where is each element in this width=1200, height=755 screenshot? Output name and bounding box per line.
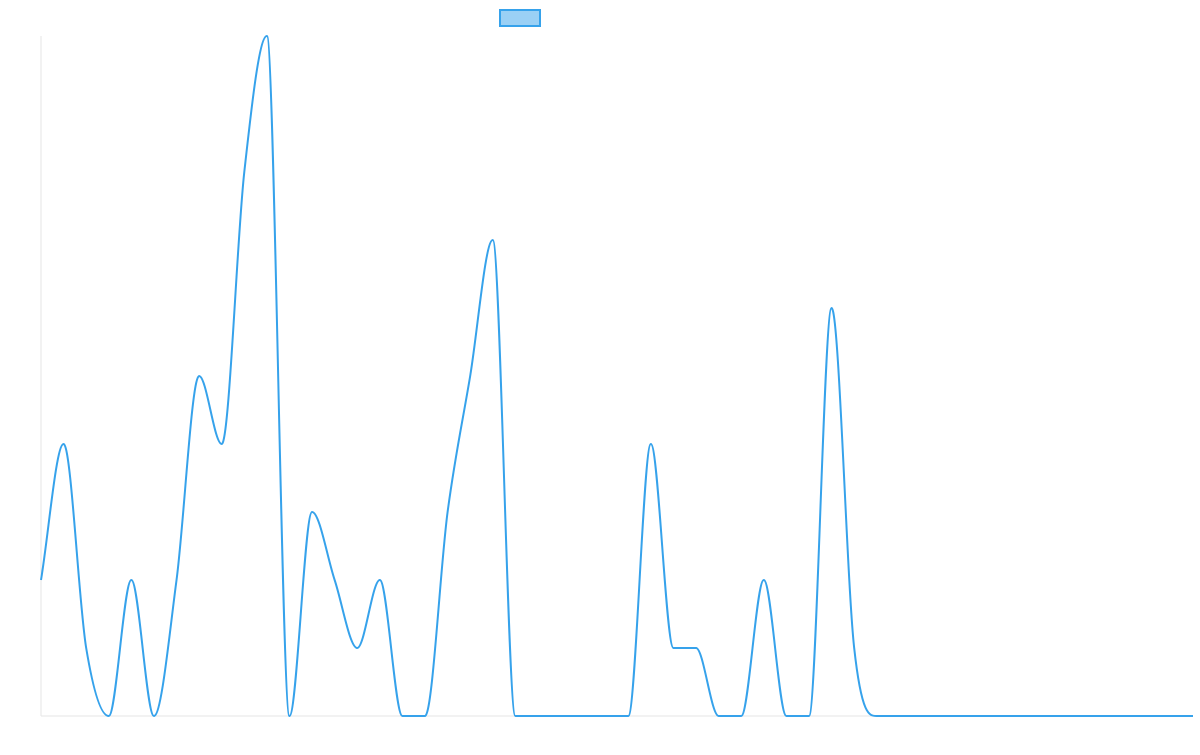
- data-point-0-29[interactable]: [690, 642, 702, 654]
- data-point-0-44[interactable]: [1029, 710, 1041, 722]
- data-point-0-2[interactable]: [80, 642, 92, 654]
- data-point-0-45[interactable]: [1051, 710, 1063, 722]
- data-point-0-47[interactable]: [1097, 710, 1109, 722]
- data-point-0-36[interactable]: [848, 642, 860, 654]
- data-point-0-49[interactable]: [1142, 710, 1154, 722]
- data-point-0-30[interactable]: [713, 710, 725, 722]
- data-point-0-20[interactable]: [487, 234, 499, 246]
- data-point-0-37[interactable]: [871, 710, 883, 722]
- data-point-0-21[interactable]: [509, 710, 521, 722]
- data-point-0-41[interactable]: [961, 710, 973, 722]
- data-point-0-50[interactable]: [1164, 710, 1176, 722]
- data-point-0-17[interactable]: [419, 710, 431, 722]
- data-point-0-8[interactable]: [216, 438, 228, 450]
- data-point-0-10[interactable]: [261, 30, 273, 42]
- data-point-0-23[interactable]: [555, 710, 567, 722]
- data-point-0-3[interactable]: [103, 710, 115, 722]
- data-point-0-34[interactable]: [803, 710, 815, 722]
- data-point-0-24[interactable]: [577, 710, 589, 722]
- data-point-0-48[interactable]: [1119, 710, 1131, 722]
- data-point-0-31[interactable]: [735, 710, 747, 722]
- data-point-0-28[interactable]: [667, 642, 679, 654]
- legend[interactable]: [499, 9, 541, 27]
- data-point-0-42[interactable]: [984, 710, 996, 722]
- data-point-0-5[interactable]: [148, 710, 160, 722]
- data-point-0-25[interactable]: [600, 710, 612, 722]
- series-group: [35, 30, 1199, 722]
- data-point-0-40[interactable]: [939, 710, 951, 722]
- data-point-0-15[interactable]: [374, 574, 386, 586]
- legend-swatch-0[interactable]: [499, 9, 541, 27]
- axes: [40, 36, 1193, 717]
- data-point-0-46[interactable]: [1074, 710, 1086, 722]
- data-point-0-43[interactable]: [1006, 710, 1018, 722]
- data-point-0-4[interactable]: [125, 574, 137, 586]
- data-point-0-6[interactable]: [171, 574, 183, 586]
- data-point-0-51[interactable]: [1187, 710, 1199, 722]
- data-point-0-16[interactable]: [396, 710, 408, 722]
- data-point-0-13[interactable]: [329, 574, 341, 586]
- data-point-0-1[interactable]: [58, 438, 70, 450]
- data-point-0-26[interactable]: [622, 710, 634, 722]
- data-point-0-39[interactable]: [916, 710, 928, 722]
- series-line-0: [40, 35, 1193, 717]
- data-point-0-9[interactable]: [238, 166, 250, 178]
- data-point-0-35[interactable]: [826, 302, 838, 314]
- data-point-0-14[interactable]: [351, 642, 363, 654]
- data-point-0-19[interactable]: [464, 370, 476, 382]
- data-point-0-33[interactable]: [780, 710, 792, 722]
- data-point-0-22[interactable]: [532, 710, 544, 722]
- data-point-0-7[interactable]: [193, 370, 205, 382]
- data-point-0-27[interactable]: [645, 438, 657, 450]
- data-point-0-11[interactable]: [283, 710, 295, 722]
- data-point-0-0[interactable]: [35, 574, 47, 586]
- data-point-0-12[interactable]: [306, 506, 318, 518]
- data-point-0-32[interactable]: [758, 574, 770, 586]
- data-point-0-18[interactable]: [442, 506, 454, 518]
- data-point-0-38[interactable]: [893, 710, 905, 722]
